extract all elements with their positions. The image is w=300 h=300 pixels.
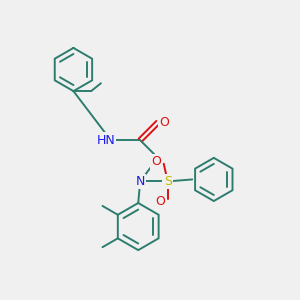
Text: O: O	[159, 116, 169, 129]
Text: HN: HN	[97, 134, 115, 147]
Text: O: O	[151, 155, 161, 168]
Text: O: O	[155, 194, 165, 208]
Text: N: N	[136, 175, 145, 188]
Text: S: S	[164, 175, 172, 188]
